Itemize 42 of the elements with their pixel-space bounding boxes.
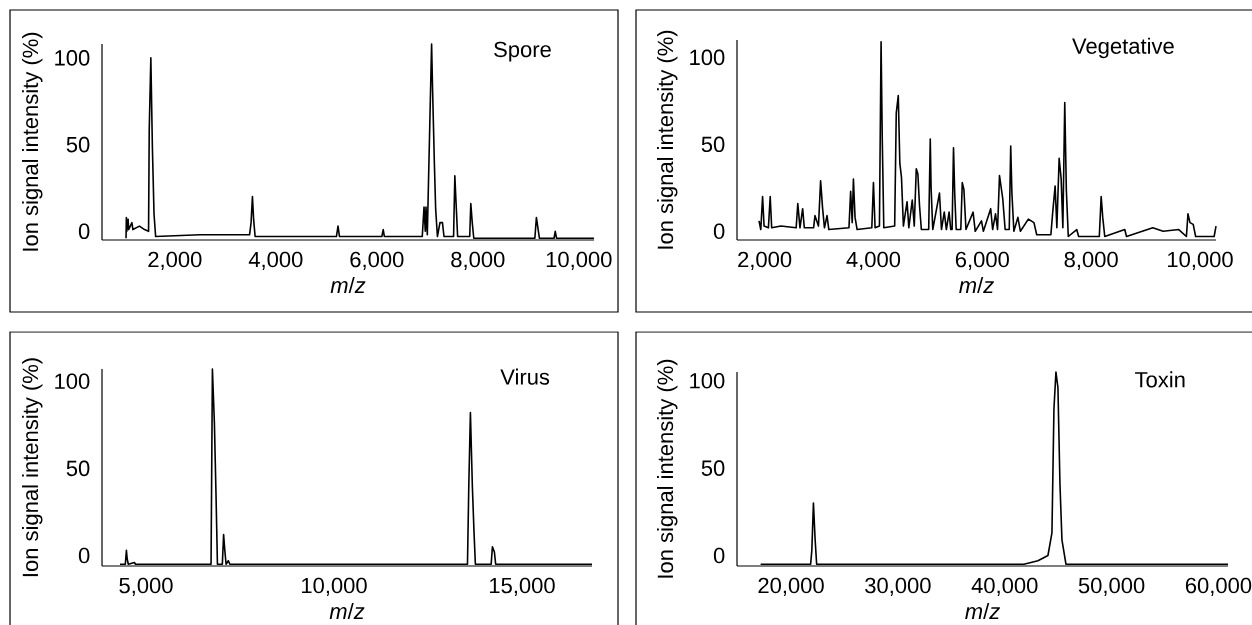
x-tick-label: 8,000 bbox=[1064, 251, 1118, 270]
chart-title: Toxin bbox=[1135, 371, 1185, 388]
x-axis-title: m/z bbox=[330, 276, 366, 294]
x-tick-label: 8,000 bbox=[451, 251, 505, 270]
chart-title: Spore bbox=[494, 41, 551, 62]
x-tick-label: 10,000 bbox=[1168, 251, 1233, 270]
x-tick-label: 4,000 bbox=[846, 251, 901, 270]
y-tick-label: 50 bbox=[701, 460, 725, 476]
x-tick-label: 2,000 bbox=[148, 251, 202, 270]
x-tick-label: 2,000 bbox=[738, 251, 792, 270]
y-tick-label: 100 bbox=[55, 50, 90, 66]
x-axis-title: m/z bbox=[965, 602, 1000, 620]
y-tick-label: 100 bbox=[690, 49, 725, 66]
y-tick-label: 50 bbox=[66, 136, 90, 153]
y-tick-label: 100 bbox=[690, 372, 725, 389]
chart-title: Virus bbox=[500, 368, 550, 385]
y-tick-label: 100 bbox=[55, 373, 90, 389]
y-tick-label: 0 bbox=[78, 547, 90, 564]
x-axis-title: m/z bbox=[329, 602, 365, 620]
x-tick-label: 10,000 bbox=[302, 577, 367, 596]
x-tick-label: 5,000 bbox=[119, 577, 173, 596]
x-axis-title: m/z bbox=[959, 276, 994, 294]
y-tick-label: 0 bbox=[78, 223, 90, 240]
chart-title: Vegetative bbox=[1072, 37, 1174, 59]
x-tick-label: 6,000 bbox=[350, 251, 404, 270]
y-tick-label: 0 bbox=[713, 223, 725, 240]
x-tick-label: 40,000 bbox=[971, 577, 1038, 596]
x-tick-label: 50,000 bbox=[1078, 577, 1145, 596]
x-tick-label: 10,000 bbox=[546, 251, 612, 270]
x-tick-label: 60,000 bbox=[1185, 577, 1252, 596]
x-tick-label: 20,000 bbox=[758, 577, 824, 596]
y-axis-title: Ion signal intensity (%) bbox=[657, 359, 678, 578]
x-tick-label: 4,000 bbox=[248, 251, 303, 270]
y-axis-title: Ion signal intensity (%) bbox=[22, 358, 43, 577]
y-axis-title: Ion signal intensity (%) bbox=[657, 30, 678, 249]
x-tick-label: 6,000 bbox=[955, 251, 1009, 270]
y-tick-label: 50 bbox=[66, 460, 90, 477]
y-axis-title: Ion signal intensity (%) bbox=[22, 32, 43, 251]
y-tick-label: 0 bbox=[713, 547, 725, 564]
x-tick-label: 30,000 bbox=[865, 577, 931, 596]
y-tick-label: 50 bbox=[701, 136, 725, 153]
x-tick-label: 15,000 bbox=[490, 577, 555, 596]
